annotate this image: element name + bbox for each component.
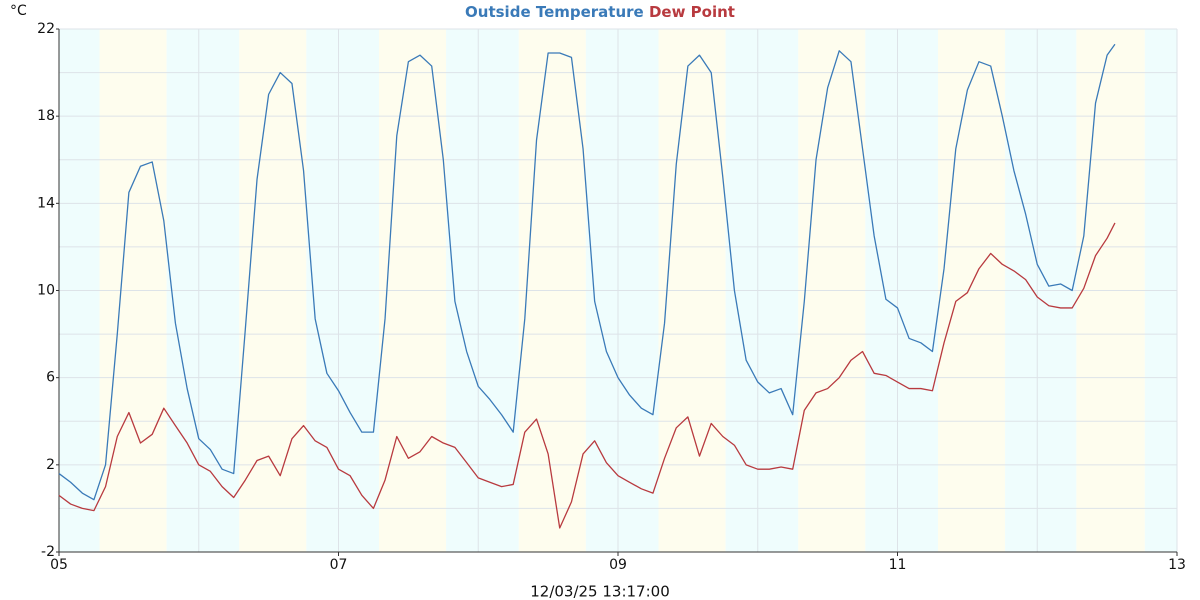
legend-entry: Dew Point [649,3,735,21]
series-line [58,43,1116,501]
legend: Outside Temperature Dew Point [465,3,735,21]
y-tick-label: 2 [46,457,55,473]
y-tick-label: 14 [37,195,55,211]
x-tick-label: 09 [609,557,627,573]
x-tick-label: 05 [50,557,68,573]
y-tick-label: 6 [46,370,55,386]
series-line [58,222,1116,529]
legend-entry: Outside Temperature [465,3,644,21]
y-tick-label: 10 [37,283,55,299]
x-tick-label: 11 [889,557,907,573]
x-tick-label: 07 [330,557,348,573]
y-tick-label: 22 [37,21,55,37]
y-tick-label: -2 [41,544,55,560]
y-unit: °C [10,3,27,19]
x-tick-label: 13 [1168,557,1186,573]
timestamp: 12/03/25 13:17:00 [530,583,670,600]
y-tick-label: 18 [37,108,55,124]
